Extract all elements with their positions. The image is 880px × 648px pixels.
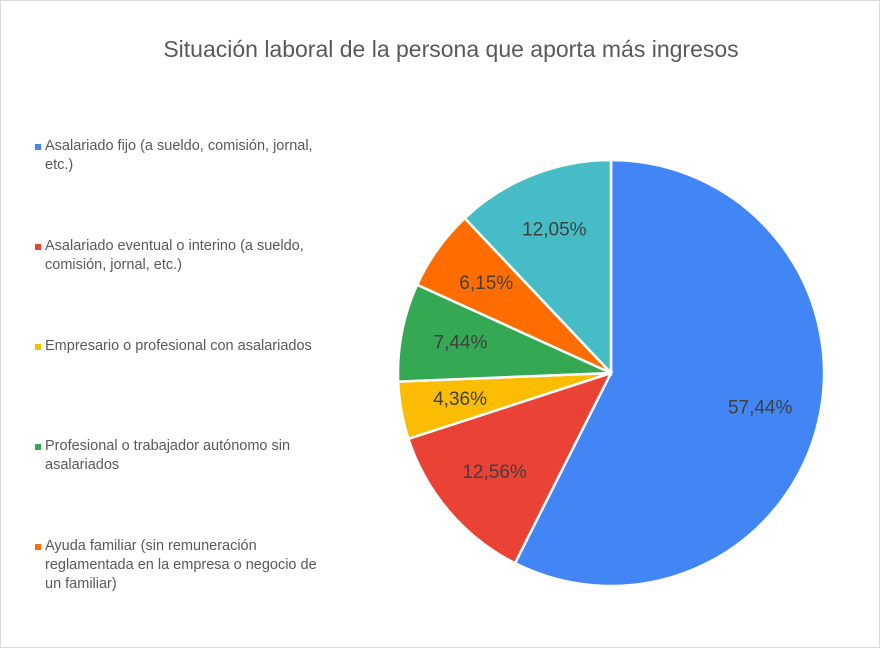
legend-item: Asalariado fijo (a sueldo, comisión, jor… (35, 137, 335, 175)
data-label: 6,15% (459, 273, 513, 294)
pie-slice (513, 158, 826, 588)
legend-item: Asalariado eventual o interino (a sueldo… (35, 237, 335, 275)
legend-label: Asalariado eventual o interino (a sueldo… (45, 238, 304, 273)
legend-swatch (35, 144, 41, 150)
legend-swatch (35, 444, 41, 450)
pie-slice (462, 158, 613, 377)
legend-label: Asalariado fijo (a sueldo, comisión, jor… (45, 138, 313, 173)
legend-item: Profesional o trabajador autónomo sin as… (35, 437, 335, 475)
legend-label: Profesional o trabajador autónomo sin as… (45, 438, 291, 473)
legend-swatch (35, 344, 41, 350)
data-label: 12,56% (462, 462, 527, 483)
legend-item: Empresario o profesional con asalariados (35, 337, 335, 356)
legend-label: Empresario o profesional con asalariados (45, 338, 312, 354)
pie-slice (396, 283, 612, 383)
data-label: 7,44% (434, 333, 488, 354)
data-label: 12,05% (522, 220, 587, 241)
legend-label: Ayuda familiar (sin remuneración reglame… (45, 538, 317, 592)
legend-swatch (35, 244, 41, 250)
data-label: 4,36% (433, 389, 487, 410)
legend-swatch (35, 544, 41, 550)
data-label: 57,44% (728, 398, 793, 419)
legend-item: Ayuda familiar (sin remuneración reglame… (35, 537, 335, 594)
chart-title: Situación laboral de la persona que apor… (163, 36, 739, 62)
pie-slice (406, 370, 614, 565)
